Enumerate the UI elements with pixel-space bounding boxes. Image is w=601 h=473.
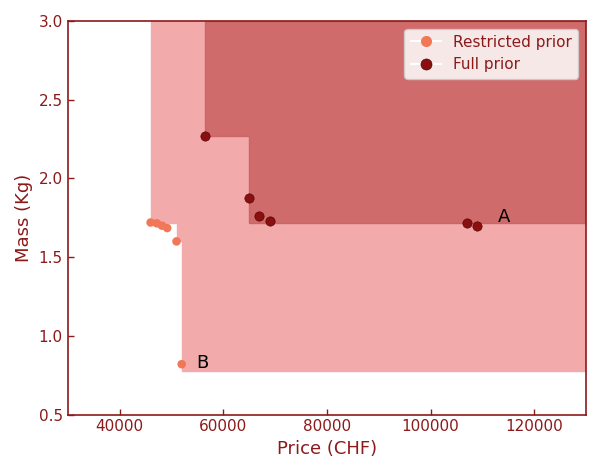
Text: A: A: [498, 208, 510, 226]
Point: [152, 219, 162, 227]
Point: [200, 132, 210, 140]
Y-axis label: Mass (Kg): Mass (Kg): [15, 174, 33, 262]
Point: [157, 222, 167, 229]
Point: [172, 237, 182, 245]
Point: [255, 212, 264, 220]
Point: [177, 360, 186, 368]
Point: [162, 224, 172, 232]
Text: B: B: [196, 354, 209, 372]
Point: [472, 222, 482, 229]
X-axis label: Price (CHF): Price (CHF): [277, 440, 377, 458]
Polygon shape: [205, 21, 586, 222]
Legend: Restricted prior, Full prior: Restricted prior, Full prior: [404, 29, 578, 79]
Point: [265, 217, 275, 225]
Point: [462, 219, 472, 226]
Point: [146, 219, 156, 226]
Polygon shape: [151, 21, 586, 370]
Point: [244, 194, 254, 202]
